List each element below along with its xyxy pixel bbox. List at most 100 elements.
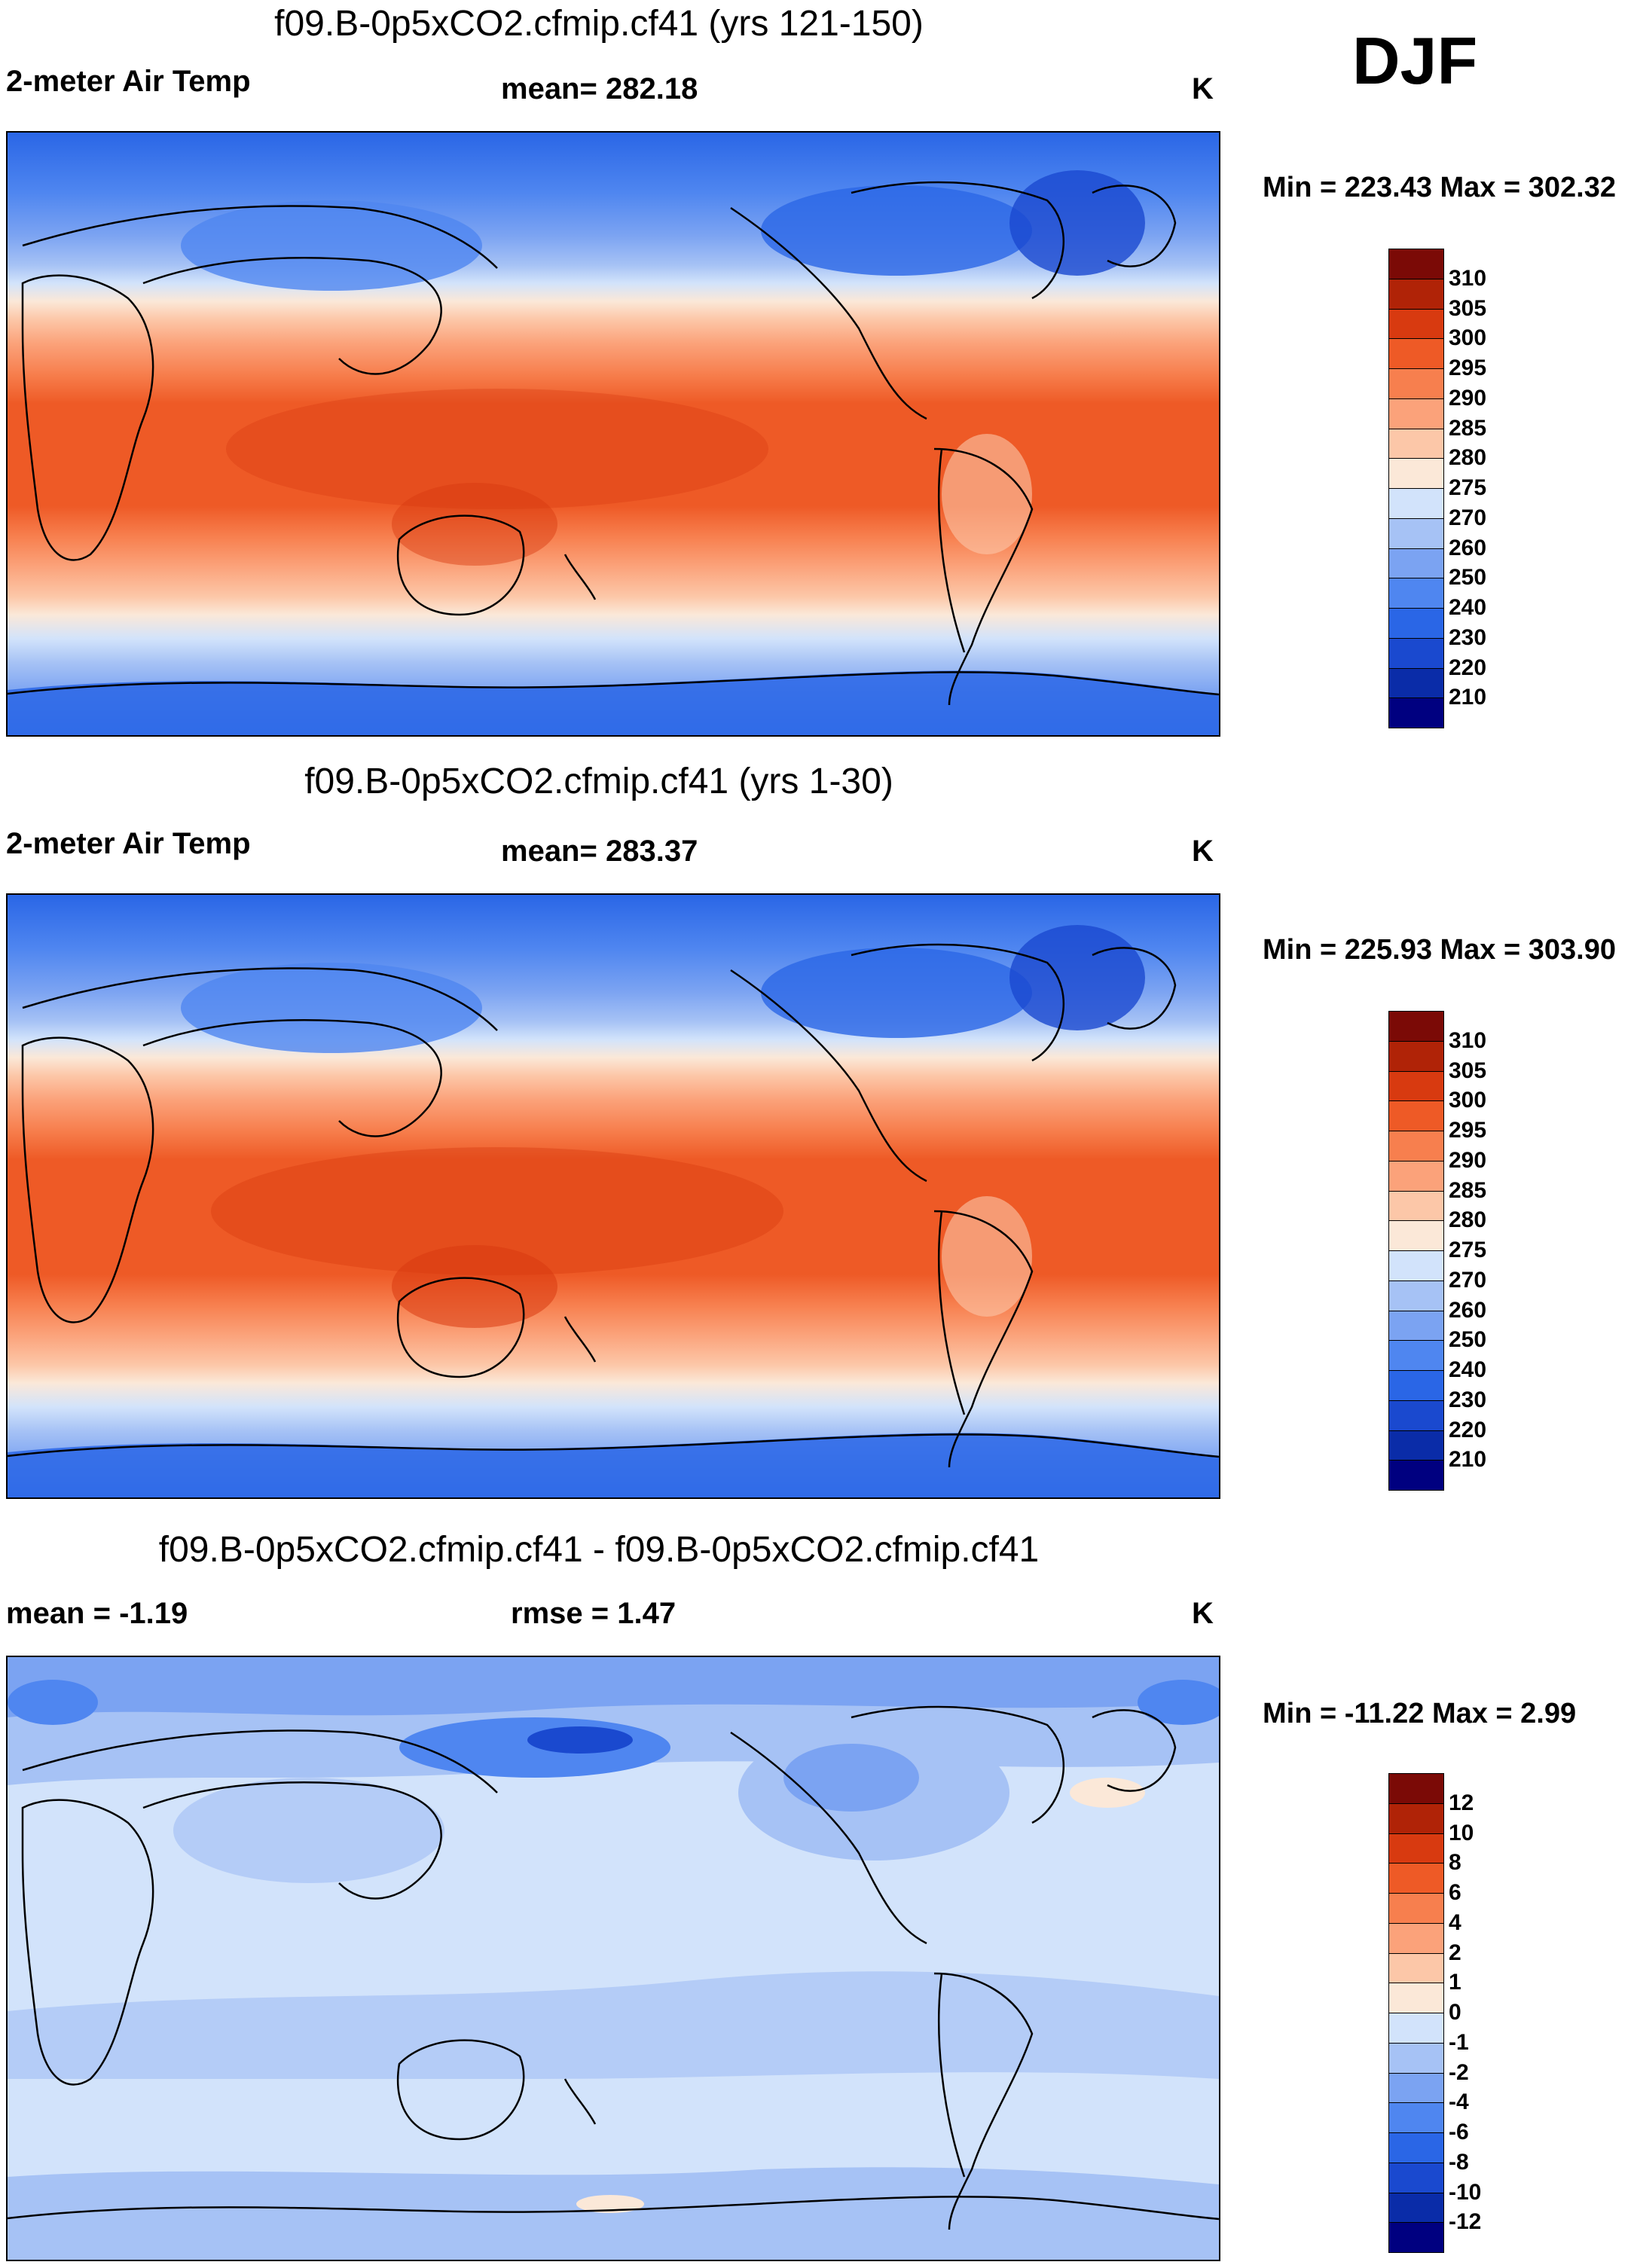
panel-1-colorbar-tick-label: 300 (1449, 325, 1487, 351)
panel-2-min-max: Min = 225.93 Max = 303.90 (1263, 934, 1616, 966)
panel-1-colorbar-tick-label: 295 (1449, 356, 1487, 380)
panel-3-colorbar-swatch (1388, 2102, 1444, 2133)
panel-1-title: f09.B-0p5xCO2.cfmip.cf41 (yrs 121-150) (274, 4, 924, 44)
panel-2-colorbar-tick-label: 305 (1449, 1058, 1487, 1083)
panel-1-colorbar-tick-label: 305 (1449, 295, 1487, 321)
panel-3-colorbar-swatch (1388, 1863, 1444, 1894)
panel-2-colorbar-tick-label: 295 (1449, 1118, 1487, 1143)
panel-2-colorbar-tick-label: 210 (1449, 1447, 1487, 1473)
panel-2-colorbar-swatch (1388, 1460, 1444, 1491)
panel-3-colorbar-swatch (1388, 1833, 1444, 1864)
panel-1-colorbar: 310 305 300 295 290 285 280 275 270 260 250 240 230 2… (1388, 249, 1486, 728)
panel-2-colorbar-swatch (1388, 1100, 1444, 1131)
panel-1-colorbar-swatch (1388, 488, 1444, 519)
panel-1-colorbar-tick-label: 210 (1449, 685, 1487, 710)
panel-3-colorbar-tick-label: 0 (1449, 2000, 1461, 2025)
panel-3-colorbar-swatch (1388, 1983, 1444, 2013)
panel-2-colorbar-swatch (1388, 1131, 1444, 1161)
panel-1-units: K (1192, 72, 1214, 105)
panel-3-colorbar-swatch (1388, 2192, 1444, 2224)
panel-1-colorbar-tick-label: 285 (1449, 415, 1487, 441)
panel-3-units: K (1192, 1597, 1214, 1630)
panel-2-colorbar-swatch (1388, 1040, 1444, 1072)
panel-2-colorbar-swatch (1388, 1430, 1444, 1461)
panel-3-colorbar-swatch (1388, 1893, 1444, 1924)
panel-2-colorbar-tick-label: 300 (1449, 1088, 1487, 1113)
panel-2-colorbar-tick-label: 240 (1449, 1357, 1487, 1382)
panel-3-colorbar-swatch (1388, 1952, 1444, 1984)
panel-1-colorbar-swatch (1388, 697, 1444, 728)
panel-2-variable-label: 2-meter Air Temp (6, 827, 251, 860)
panel-3-colorbar-tick-label: -12 (1449, 2209, 1482, 2235)
panel-3-colorbar-swatch (1388, 2162, 1444, 2193)
panel-3-colorbar-tick-label: -1 (1449, 2029, 1469, 2055)
panel-1-colorbar-swatch (1388, 637, 1444, 669)
panel-2-colorbar-swatch (1388, 1250, 1444, 1281)
panel-1-map-svg (8, 133, 1219, 735)
panel-1-colorbar-swatch (1388, 278, 1444, 310)
panel-2-colorbar-tick-label: 310 (1449, 1027, 1487, 1053)
panel-3-map (6, 1656, 1220, 2261)
panel-1-mean-label: mean= 282.18 (501, 72, 698, 105)
panel-3-colorbar-tick-label: 4 (1449, 1909, 1461, 1935)
panel-1-colorbar-tick-label: 270 (1449, 505, 1487, 530)
panel-1-colorbar-swatch (1388, 338, 1444, 369)
panel-1-colorbar-swatch (1388, 308, 1444, 340)
panel-1-colorbar-swatch (1388, 249, 1444, 279)
panel-1-colorbar-swatch (1388, 578, 1444, 609)
panel-2-colorbar-swatch (1388, 1160, 1444, 1192)
panel-3-colorbar-tick-label: -10 (1449, 2179, 1482, 2205)
season-label: DJF (1352, 23, 1478, 98)
panel-1-colorbar-tick-label: 240 (1449, 595, 1487, 620)
panel-3-min-max: Min = -11.22 Max = 2.99 (1263, 1698, 1577, 1729)
panel-3-colorbar-swatch (1388, 2072, 1444, 2104)
panel-1-colorbar-swatch (1388, 428, 1444, 459)
panel-2-mean-label: mean= 283.37 (501, 835, 698, 868)
panel-3-colorbar-tick-label: 10 (1449, 1820, 1474, 1845)
panel-2-units: K (1192, 835, 1214, 868)
panel-3-colorbar-tick-label: 6 (1449, 1880, 1461, 1905)
panel-2-colorbar-tick-label: 270 (1449, 1267, 1487, 1293)
panel-1-colorbar-swatch (1388, 548, 1444, 579)
panel-2-map-svg (8, 895, 1219, 1497)
panel-1-colorbar-tick-label: 250 (1449, 565, 1487, 591)
panel-3-colorbar-tick-label: 1 (1449, 1970, 1461, 1995)
panel-2-colorbar-tick-label: 220 (1449, 1417, 1487, 1442)
panel-2-colorbar: 310 305 300 295 290 285 280 275 270 260 250 240 230 2… (1388, 1011, 1486, 1491)
panel-1-colorbar-tick-label: 310 (1449, 265, 1487, 291)
panel-2-colorbar-tick-label: 290 (1449, 1147, 1487, 1173)
panel-3-colorbar-swatch (1388, 1922, 1444, 1954)
panel-3-colorbar-swatch (1388, 1773, 1444, 1804)
panel-3-title: f09.B-0p5xCO2.cfmip.cf41 - f09.B-0p5xCO2… (158, 1530, 1040, 1570)
panel-1-colorbar-tick-label: 260 (1449, 535, 1487, 560)
panel-2-colorbar-swatch (1388, 1280, 1444, 1311)
panel-2-colorbar-tick-label: 260 (1449, 1297, 1487, 1323)
panel-2-colorbar-tick-label: 230 (1449, 1387, 1487, 1412)
panel-3-colorbar-swatch (1388, 1802, 1444, 1834)
panel-2-map (6, 893, 1220, 1499)
panel-2-title: f09.B-0p5xCO2.cfmip.cf41 (yrs 1-30) (304, 762, 893, 801)
panel-2-colorbar-swatch (1388, 1011, 1444, 1042)
panel-3-colorbar-tick-label: 2 (1449, 1940, 1461, 1965)
panel-3-mean-label: mean = -1.19 (6, 1597, 188, 1630)
panel-2-colorbar-swatch (1388, 1340, 1444, 1371)
panel-3-colorbar-tick-label: 8 (1449, 1850, 1461, 1876)
panel-3-colorbar-tick-label: -2 (1449, 2059, 1469, 2085)
panel-1-colorbar-swatch (1388, 667, 1444, 699)
panel-3-colorbar-tick-label: -8 (1449, 2149, 1469, 2175)
panel-1-variable-label: 2-meter Air Temp (6, 65, 251, 98)
panel-1-colorbar-tick-label: 275 (1449, 475, 1487, 500)
panel-3-rmse-label: rmse = 1.47 (511, 1597, 677, 1630)
panel-1-colorbar-tick-label: 230 (1449, 624, 1487, 650)
panel-2-colorbar-swatch (1388, 1370, 1444, 1401)
panel-2-colorbar-swatch (1388, 1400, 1444, 1431)
panel-1-colorbar-swatch (1388, 398, 1444, 429)
panel-1-colorbar-swatch (1388, 458, 1444, 489)
panel-3-colorbar-tick-label: 12 (1449, 1790, 1474, 1815)
panel-3-colorbar: 12 10 8 6 4 2 1 0 -1 -2 -4 -6 -8 -10 -12 (1388, 1773, 1481, 2253)
panel-3-map-svg (8, 1657, 1219, 2260)
panel-2-colorbar-swatch (1388, 1220, 1444, 1251)
panel-1-min-max: Min = 223.43 Max = 302.32 (1263, 172, 1616, 203)
panel-2-colorbar-tick-label: 250 (1449, 1327, 1487, 1353)
panel-1-colorbar-tick-label: 290 (1449, 385, 1487, 411)
